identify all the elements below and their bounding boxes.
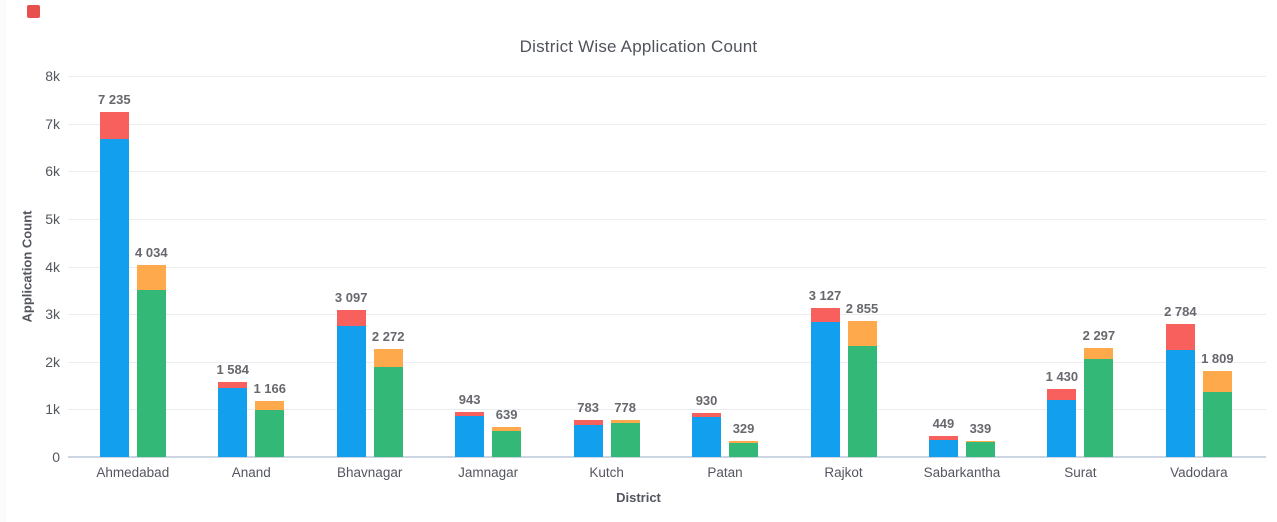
x-axis-tick-label: Bhavnagar xyxy=(337,465,403,480)
bar-total-label: 2 855 xyxy=(845,301,879,317)
bar-segment-red[interactable] xyxy=(810,308,840,322)
bar-segment-green[interactable] xyxy=(1084,359,1114,457)
bar-segment-blue[interactable] xyxy=(336,325,366,457)
y-axis-tick-label: 6k xyxy=(45,163,60,180)
bar-segment-red[interactable] xyxy=(1165,324,1195,350)
bar-total-label: 930 xyxy=(695,392,718,408)
x-axis-tick-label: Patan xyxy=(707,465,743,480)
y-axis-tick-label: 2k xyxy=(45,353,60,370)
bar-segment-orange[interactable] xyxy=(373,348,403,368)
x-axis-line xyxy=(68,456,1266,458)
bar-segment-orange[interactable] xyxy=(136,264,166,291)
y-gridline xyxy=(68,171,1266,173)
bar-total-label: 2 272 xyxy=(371,328,405,344)
bar-segment-red[interactable] xyxy=(99,112,129,139)
bar-segment-green[interactable] xyxy=(373,367,403,457)
bar-segment-blue[interactable] xyxy=(928,439,958,457)
bar-segment-orange[interactable] xyxy=(255,401,285,411)
bar-segment-red[interactable] xyxy=(336,309,366,326)
y-gridline xyxy=(68,314,1266,316)
y-gridline xyxy=(68,409,1266,411)
bar-segment-orange[interactable] xyxy=(610,419,640,423)
bar-total-label: 4 034 xyxy=(135,244,168,260)
bar-segment-green[interactable] xyxy=(847,346,877,457)
bar-segment-orange[interactable] xyxy=(1202,370,1232,392)
bar-segment-orange[interactable] xyxy=(492,426,522,431)
bar-total-label: 1 166 xyxy=(253,381,287,397)
bar-total-label: 449 xyxy=(932,415,955,431)
red-indicator xyxy=(27,5,40,18)
bar-segment-orange[interactable] xyxy=(1084,347,1114,360)
y-axis-tick-label: 8k xyxy=(45,68,60,84)
bar-total-label: 1 430 xyxy=(1045,368,1079,384)
bar-segment-orange[interactable] xyxy=(965,440,995,443)
x-axis-tick-label: Vadodara xyxy=(1170,465,1228,480)
bar-total-label: 778 xyxy=(614,399,636,415)
x-axis-tick-label: Sabarkantha xyxy=(923,465,1001,480)
x-axis-tick-label: Anand xyxy=(231,465,271,480)
x-axis-title: District xyxy=(616,490,661,505)
bar-total-label: 329 xyxy=(732,421,755,437)
bar-total-label: 3 127 xyxy=(808,288,842,304)
bar-segment-blue[interactable] xyxy=(1165,349,1195,457)
bar-segment-red[interactable] xyxy=(218,381,248,389)
bar-segment-green[interactable] xyxy=(1202,391,1232,457)
y-gridline xyxy=(68,218,1266,220)
bar-segment-green[interactable] xyxy=(136,290,166,457)
bar-segment-red[interactable] xyxy=(928,435,958,440)
bar-segment-red[interactable] xyxy=(692,412,722,418)
bar-segment-red[interactable] xyxy=(1047,388,1077,400)
y-axis-tick-label: 7k xyxy=(45,115,60,132)
bar-segment-blue[interactable] xyxy=(1047,399,1077,457)
x-axis-tick-label: Surat xyxy=(1064,465,1097,480)
bar-segment-blue[interactable] xyxy=(810,321,840,457)
bar-segment-green[interactable] xyxy=(729,443,759,457)
bar-total-label: 2 297 xyxy=(1082,327,1116,343)
bar-segment-blue[interactable] xyxy=(99,138,129,457)
y-axis-tick-label: 4k xyxy=(45,258,60,275)
chart-title: District Wise Application Count xyxy=(519,37,758,56)
bar-total-label: 943 xyxy=(458,392,481,408)
bar-segment-orange[interactable] xyxy=(729,441,759,444)
y-axis-tick-label: 5k xyxy=(45,210,60,227)
y-axis-tick-label: 0 xyxy=(52,449,60,465)
bar-total-label: 2 784 xyxy=(1164,304,1197,320)
page-left-edge xyxy=(0,0,6,522)
bar-total-label: 1 584 xyxy=(216,361,250,377)
y-gridline xyxy=(68,123,1266,125)
bar-segment-green[interactable] xyxy=(965,442,995,457)
bar-segment-blue[interactable] xyxy=(573,424,603,457)
y-axis-tick-label: 1k xyxy=(45,401,60,418)
bar-total-label: 783 xyxy=(577,399,599,415)
bar-segment-red[interactable] xyxy=(455,412,485,417)
bar-total-label: 639 xyxy=(495,406,518,422)
x-axis-tick-label: Ahmedabad xyxy=(96,465,170,480)
bar-total-label: 1 809 xyxy=(1201,350,1234,366)
bar-segment-blue[interactable] xyxy=(692,417,722,457)
bar-segment-orange[interactable] xyxy=(847,321,877,347)
bar-segment-blue[interactable] xyxy=(455,416,485,457)
bar-total-label: 3 097 xyxy=(334,289,368,305)
bar-segment-green[interactable] xyxy=(255,410,285,457)
y-gridline xyxy=(68,266,1266,268)
y-gridline xyxy=(68,76,1266,77)
bar-segment-green[interactable] xyxy=(610,422,640,457)
y-axis-tick-label: 3k xyxy=(45,306,60,323)
bar-total-label: 339 xyxy=(969,420,992,436)
bar-segment-blue[interactable] xyxy=(218,388,248,457)
x-axis-tick-label: Kutch xyxy=(589,465,624,480)
y-gridline xyxy=(68,361,1266,363)
x-axis-tick-label: Rajkot xyxy=(824,465,863,480)
bar-segment-red[interactable] xyxy=(573,419,603,425)
bar-total-label: 7 235 xyxy=(98,92,131,108)
x-axis-tick-label: Jamnagar xyxy=(458,465,519,480)
y-axis-title: Application Count xyxy=(19,210,35,323)
bar-segment-green[interactable] xyxy=(492,430,522,457)
